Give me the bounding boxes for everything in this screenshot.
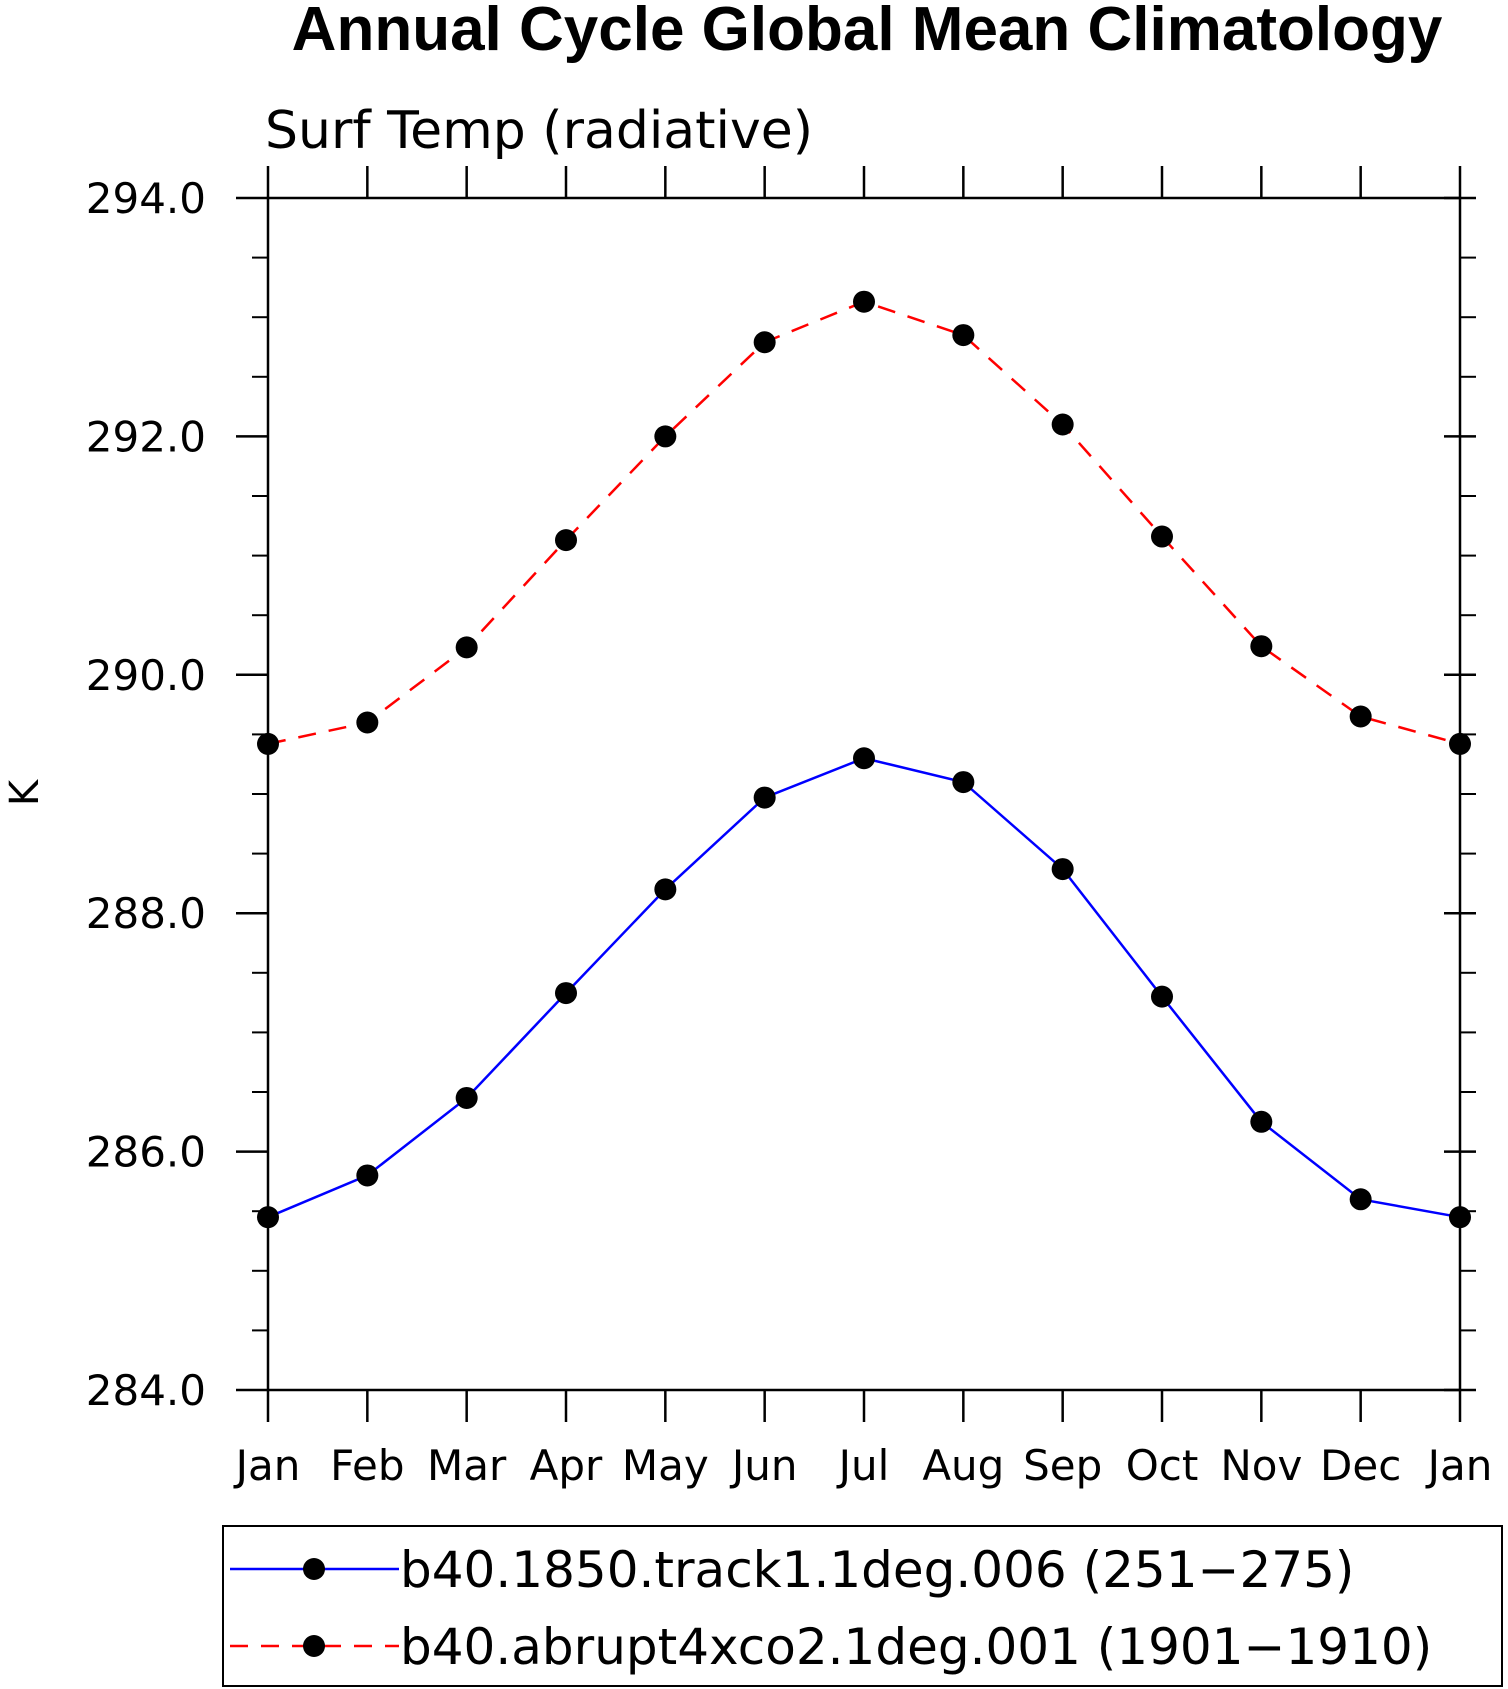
data-point-series-1 — [257, 1206, 279, 1229]
data-point-series-1 — [952, 771, 975, 794]
x-tick-label: Apr — [530, 1441, 603, 1490]
series-line-2 — [267, 300, 1461, 746]
y-tick-label: 290.0 — [86, 651, 206, 700]
plot-frame — [266, 196, 1462, 1392]
y-tick-label: 294.0 — [86, 174, 206, 223]
data-point-series-1 — [753, 786, 776, 809]
data-point-series-1 — [654, 878, 677, 901]
data-point-series-2 — [1151, 525, 1173, 548]
data-point-series-2 — [753, 331, 776, 354]
x-tick-label: Jun — [729, 1441, 798, 1490]
x-tick-label: Mar — [427, 1441, 507, 1490]
chart-subtitle: Surf Temp (radiative) — [265, 101, 813, 161]
y-tick-label: 284.0 — [86, 1366, 206, 1415]
data-point-series-2 — [853, 290, 875, 313]
plot-series — [257, 290, 1471, 1229]
x-tick-label: Jan — [1425, 1441, 1493, 1490]
data-point-series-2 — [257, 732, 279, 755]
x-tick-label: Aug — [922, 1441, 1004, 1490]
y-tick-label: 292.0 — [86, 412, 206, 461]
data-point-series-1 — [1250, 1110, 1273, 1133]
series-line-1 — [267, 756, 1461, 1219]
data-point-series-2 — [1250, 635, 1273, 658]
y-tick-label: 286.0 — [86, 1128, 206, 1177]
data-point-series-2 — [654, 425, 677, 448]
data-point-series-1 — [1151, 985, 1173, 1008]
data-point-series-2 — [1051, 413, 1074, 436]
legend-label-series-1: b40.1850.track1.1deg.006 (251−275) — [400, 1541, 1354, 1599]
data-point-series-1 — [1349, 1188, 1372, 1211]
legend-label-series-2: b40.abrupt4xco2.1deg.001 (1901−1910) — [400, 1618, 1432, 1676]
legend: b40.1850.track1.1deg.006 (251−275) b40.a… — [230, 1541, 1432, 1676]
data-point-series-1 — [356, 1164, 379, 1187]
axes: Jan Feb Mar Apr May Jun Jul Aug Sep Oct Nov Dec Jan 2… — [86, 166, 1493, 1490]
y-tick-label: 288.0 — [86, 889, 206, 938]
data-point-series-2 — [952, 324, 975, 347]
x-tick-label: Nov — [1220, 1441, 1302, 1490]
data-point-series-2 — [455, 636, 478, 659]
data-point-series-2 — [1349, 705, 1372, 728]
data-point-series-1 — [853, 747, 875, 770]
data-point-series-2 — [555, 529, 577, 552]
x-tick-label: Dec — [1320, 1441, 1401, 1490]
x-tick-label: Oct — [1126, 1441, 1199, 1490]
x-tick-label: Feb — [330, 1441, 404, 1490]
y-axis-label: K — [2, 778, 48, 806]
chart-title: Annual Cycle Global Mean Climatology — [292, 0, 1443, 64]
x-tick-label: Jul — [836, 1441, 890, 1490]
data-point-series-1 — [1449, 1206, 1471, 1229]
legend-marker-series-2 — [303, 1635, 325, 1657]
x-tick-label: May — [622, 1441, 709, 1490]
data-point-series-1 — [1051, 858, 1074, 881]
x-tick-label: Jan — [233, 1441, 301, 1490]
data-point-series-2 — [1449, 732, 1471, 755]
data-point-series-1 — [455, 1086, 478, 1109]
x-tick-label: Sep — [1023, 1441, 1102, 1490]
legend-marker-series-1 — [303, 1558, 325, 1580]
legend-box — [222, 1525, 1503, 1687]
data-point-series-1 — [555, 982, 577, 1005]
data-point-series-2 — [356, 711, 379, 734]
